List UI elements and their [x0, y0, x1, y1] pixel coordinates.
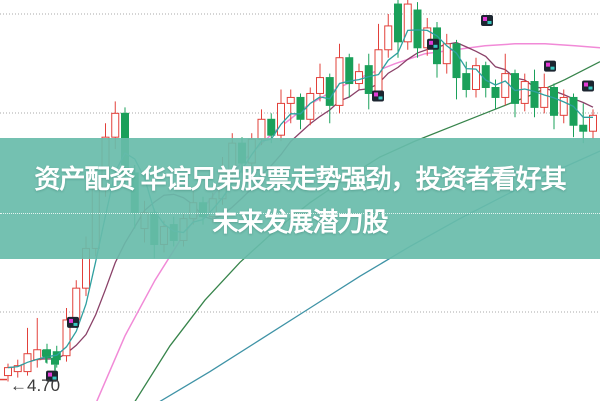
candle-down [345, 57, 354, 85]
event-marker-icon [550, 66, 555, 70]
lowest-price-label: ←4.70 [10, 376, 61, 395]
event-marker-icon [374, 92, 378, 97]
candle-down [364, 65, 373, 94]
green-flag-icon [42, 349, 50, 357]
candle-down [569, 96, 578, 126]
candle-down [530, 81, 539, 108]
event-marker-icon [48, 372, 52, 377]
candle-up [316, 77, 324, 94]
headline-line-1: 资产配资 华谊兄弟股票走势强劲，投资者看好其 [34, 164, 566, 194]
candle-down [296, 96, 305, 120]
candle-up [501, 73, 510, 98]
candle-up [442, 43, 451, 65]
candle-up [13, 365, 22, 373]
candle-down [462, 73, 471, 90]
ma10-line [7, 41, 594, 369]
gridline-through-band [0, 213, 600, 214]
candle-up [520, 81, 529, 104]
event-marker-icon [433, 44, 438, 48]
headline-line-2: 未来发展潜力股 [212, 207, 388, 237]
candle-up [277, 102, 285, 136]
candle-up [540, 87, 549, 108]
candle-down [413, 9, 422, 49]
candle-down [511, 73, 519, 104]
event-marker-icon [378, 96, 383, 100]
candle-up [403, 3, 412, 43]
candle-up [559, 96, 568, 116]
candle-down [325, 77, 334, 106]
event-marker-icon [69, 318, 73, 323]
candle-up [335, 57, 344, 106]
green-flag-icon [51, 357, 59, 365]
event-marker-icon [429, 40, 433, 45]
event-marker-icon [483, 16, 487, 21]
candle-down [579, 124, 588, 132]
candle-down [394, 3, 402, 43]
candle-down [550, 87, 558, 116]
headline-overlay: 资产配资 华谊兄弟股票走势强劲，投资者看好其 未来发展潜力股 [0, 138, 600, 259]
candle-up [72, 287, 81, 321]
candle-down [267, 118, 276, 136]
event-marker-icon [52, 376, 57, 380]
candle-up [472, 65, 480, 90]
candle-up [286, 96, 295, 104]
candle-up [257, 118, 266, 140]
event-marker-icon [588, 86, 593, 90]
candle-up [111, 112, 120, 138]
event-marker-icon [546, 62, 550, 67]
candle-up [4, 367, 12, 377]
candle-up [355, 71, 363, 85]
candle-up [589, 114, 597, 132]
candle-up [384, 25, 393, 51]
event-marker-icon [487, 20, 492, 24]
event-marker-icon [584, 82, 588, 87]
candle-up [62, 319, 71, 357]
candle-down [452, 43, 461, 79]
event-marker-icon [73, 322, 78, 326]
candle-down [491, 87, 500, 98]
